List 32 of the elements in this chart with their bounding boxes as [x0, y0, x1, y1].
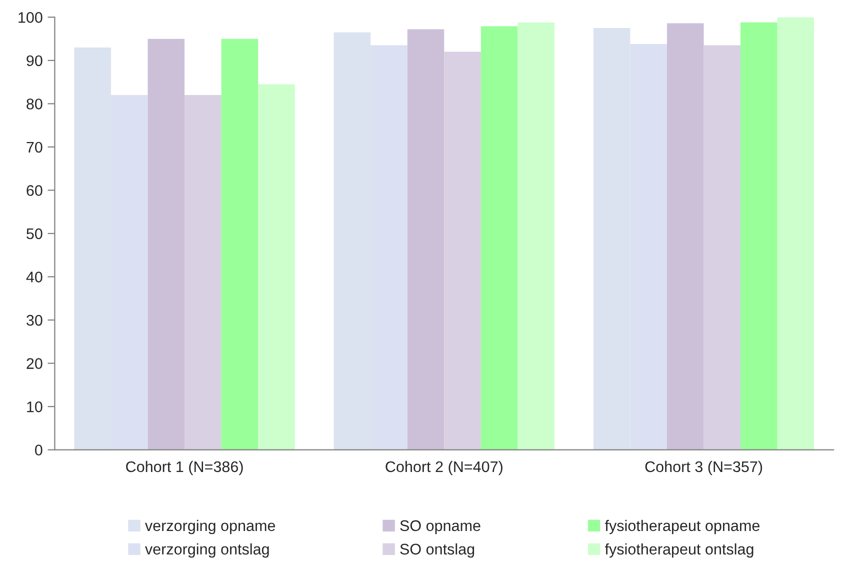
- y-tick-label: 100: [18, 12, 42, 23]
- y-tick-label: 50: [26, 228, 42, 240]
- y-tick-label: 40: [26, 272, 42, 282]
- y-tick-label: 30: [26, 314, 42, 326]
- bar: [666, 23, 704, 450]
- x-tick-label: Cohort 3 (N=357): [645, 460, 762, 476]
- bar: [704, 45, 741, 450]
- bar: [407, 29, 444, 450]
- y-tick-label: 0: [35, 444, 42, 456]
- y-tick-label: 70: [26, 142, 42, 153]
- bar: [221, 38, 258, 450]
- legend-label: SO opname: [400, 520, 480, 534]
- bar: [258, 84, 295, 450]
- y-tick-label: 60: [26, 185, 42, 196]
- bar: [444, 52, 481, 450]
- bar: [184, 95, 222, 450]
- legend-label: verzorging opname: [145, 520, 276, 534]
- bar: [740, 22, 778, 450]
- bar: [777, 17, 814, 450]
- y-tick-label: 80: [26, 98, 42, 110]
- legend-label: verzorging ontslag: [145, 543, 269, 558]
- bar: [518, 22, 554, 450]
- x-tick-label: Cohort 2 (N=407): [386, 460, 502, 476]
- y-tick-label: 90: [26, 55, 42, 66]
- y-tick-label: 10: [27, 401, 42, 412]
- bar: [480, 26, 518, 450]
- bar: [148, 38, 185, 450]
- y-tick-label: 20: [26, 358, 42, 369]
- legend-label: SO ontslag: [400, 543, 474, 558]
- x-tick-label: Cohort 1 (N=386): [126, 460, 243, 476]
- legend-label: fysiotherapeut opname: [604, 520, 760, 534]
- legend-label: fysiotherapeut ontslag: [604, 543, 754, 558]
